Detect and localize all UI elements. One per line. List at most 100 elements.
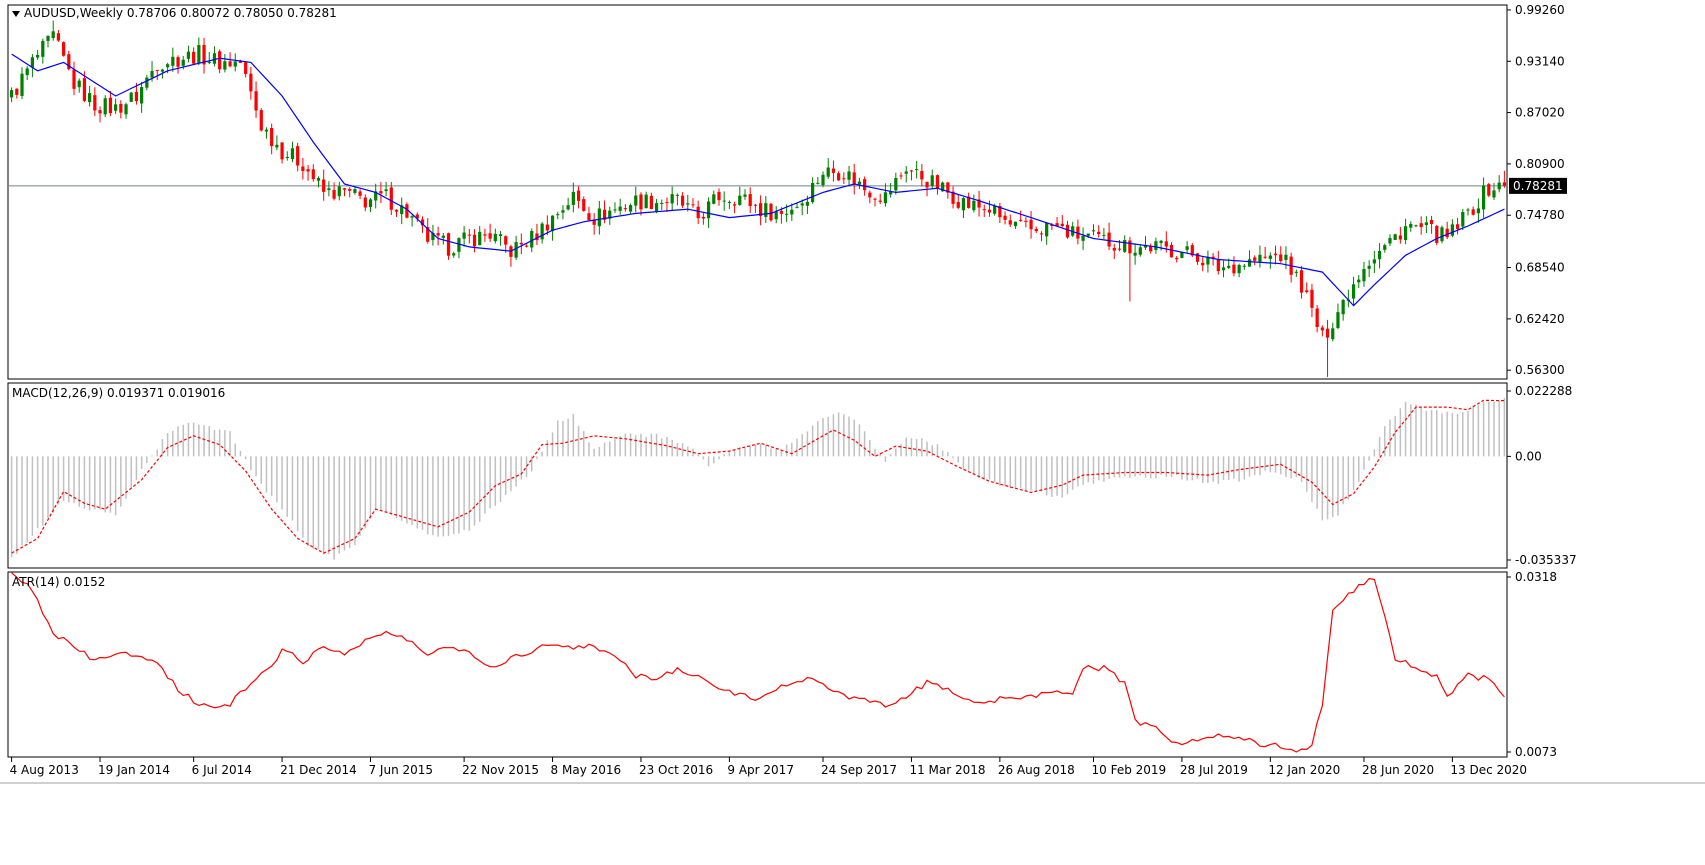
candle-body <box>644 194 648 209</box>
candle-body <box>1232 264 1236 274</box>
candle-body <box>197 45 201 64</box>
candle-body <box>743 194 747 197</box>
candle-body <box>207 61 211 64</box>
candle-body <box>436 233 440 236</box>
candle-body <box>316 178 321 181</box>
candle-body <box>103 98 107 115</box>
candle-body <box>233 61 237 67</box>
main-y-tick-label: 0.56300 <box>1515 363 1565 377</box>
macd-y-tick-label: 0.00 <box>1515 449 1542 463</box>
candle-body <box>426 227 430 242</box>
candle-body <box>1185 246 1189 250</box>
candle-body <box>1180 252 1184 258</box>
candle-body <box>1112 247 1116 251</box>
candle-body <box>467 234 471 236</box>
candle-body <box>623 208 627 210</box>
candle-body <box>925 181 929 188</box>
candle-body <box>202 44 206 65</box>
candle-body <box>1487 184 1491 196</box>
candle-body <box>1128 240 1132 254</box>
candle-body <box>1284 254 1288 260</box>
candle-body <box>774 211 778 220</box>
candle-body <box>1383 245 1387 250</box>
candle-body <box>285 156 289 159</box>
candle-body <box>228 61 232 67</box>
candle-body <box>160 69 165 72</box>
candle-body <box>1117 248 1122 250</box>
macd-pane-frame <box>7 382 1508 569</box>
candle-body <box>628 205 633 212</box>
candle-body <box>1372 259 1376 264</box>
main-y-tick-label: 0.62420 <box>1515 312 1565 326</box>
candle-body <box>545 224 549 231</box>
candle-body <box>462 232 466 239</box>
candle-body <box>1362 268 1366 282</box>
main-chart-title: AUDUSD,Weekly 0.78706 0.80072 0.78050 0.… <box>24 6 337 20</box>
atr-y-tick-label: 0.0073 <box>1515 745 1557 759</box>
candle-body <box>857 181 862 185</box>
candle-body <box>1190 245 1194 256</box>
candle-body <box>67 54 71 70</box>
candle-body <box>993 205 997 214</box>
candle-body <box>613 209 617 211</box>
candle-body <box>696 206 700 219</box>
candle-body <box>1455 224 1460 230</box>
candle-body <box>478 231 482 246</box>
candle-body <box>290 148 295 160</box>
candle-body <box>660 202 664 204</box>
candle-body <box>1367 265 1371 269</box>
candle-body <box>1268 255 1272 259</box>
candle-body <box>186 51 191 59</box>
candle-body <box>1502 182 1507 186</box>
candle-body <box>1065 224 1070 238</box>
candle-body <box>192 51 196 64</box>
candle-body <box>498 234 503 237</box>
candle-body <box>171 56 175 66</box>
candle-body <box>1331 328 1335 340</box>
candle-body <box>1237 264 1241 274</box>
candle-body <box>592 219 596 225</box>
main-y-tick-label: 0.99260 <box>1515 3 1565 17</box>
candle-body <box>602 209 607 220</box>
candle-body <box>1029 219 1033 230</box>
candle-body <box>904 171 908 174</box>
candle-body <box>1154 241 1158 250</box>
candle-body <box>1060 223 1064 227</box>
candle-body <box>1377 251 1382 260</box>
candle-body <box>717 191 721 201</box>
candle-body <box>483 234 487 236</box>
macd-signal-line <box>11 399 1505 554</box>
candle-body <box>446 233 451 256</box>
candle-body <box>915 169 919 171</box>
candle-body <box>1138 247 1142 255</box>
candle-body <box>868 192 872 198</box>
candle-body <box>1045 222 1049 237</box>
candle-body <box>389 187 393 210</box>
candle-body <box>956 201 960 208</box>
candle-body <box>878 200 882 202</box>
candle-body <box>1133 252 1137 256</box>
candle-body <box>270 128 274 147</box>
candle-body <box>889 191 893 195</box>
candle-body <box>961 198 966 211</box>
candle-body <box>327 188 331 191</box>
x-tick-label: 22 Nov 2015 <box>462 763 539 777</box>
candle-body <box>368 199 373 208</box>
candle-body <box>935 175 940 190</box>
candle-body <box>597 208 601 227</box>
main-y-tick-label: 0.74780 <box>1515 208 1565 222</box>
candle-body <box>145 77 149 88</box>
candle-body <box>686 203 690 205</box>
x-tick-label: 23 Oct 2016 <box>639 763 713 777</box>
candle-body <box>967 196 971 208</box>
candle-body <box>1305 290 1309 292</box>
candle-body <box>811 182 815 203</box>
candle-body <box>972 200 976 211</box>
candle-body <box>1403 226 1408 241</box>
candle-body <box>790 209 794 215</box>
atr-pane-frame <box>7 571 1508 758</box>
candle-body <box>779 210 784 214</box>
dropdown-arrow-icon[interactable] <box>12 11 20 17</box>
candle-body <box>930 175 934 187</box>
